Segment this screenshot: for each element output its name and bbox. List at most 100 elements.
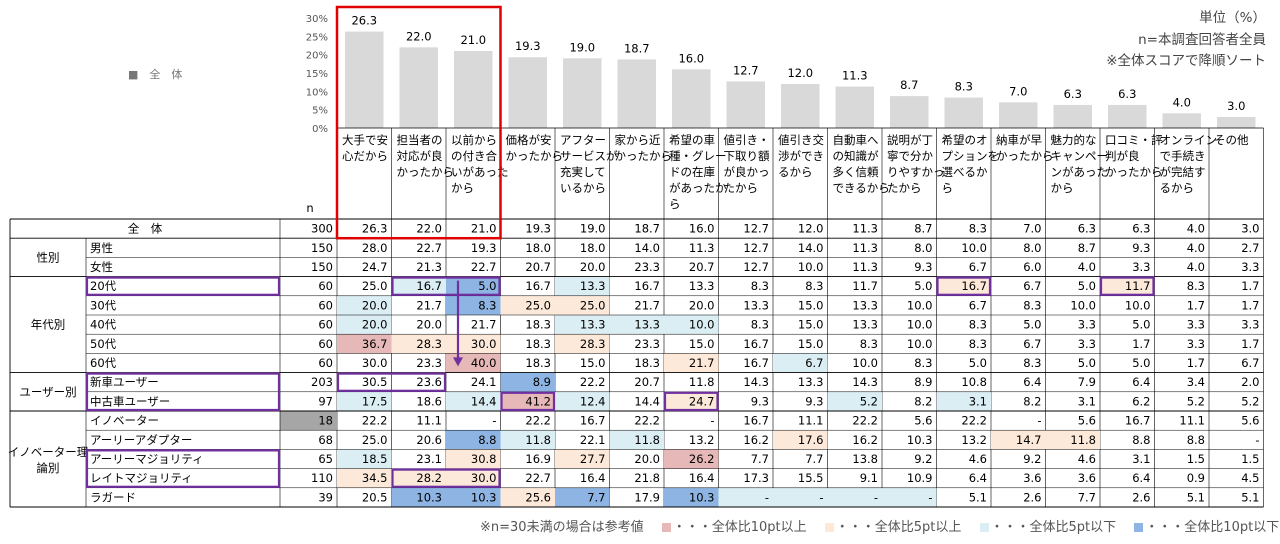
highlight-cell	[882, 487, 937, 507]
highlight-cell	[555, 487, 610, 507]
table-cell-value: 3.3	[1241, 318, 1259, 332]
bar-value-label: 19.0	[569, 40, 595, 54]
bar	[345, 31, 384, 128]
trend-arrow-head	[453, 357, 463, 367]
n-value: 300	[311, 222, 333, 236]
table-cell-value: 27.7	[580, 452, 606, 466]
table-cell-value: 9.3	[805, 394, 823, 408]
table-cell-value: 8.3	[969, 222, 987, 236]
table-cell-value: 13.3	[798, 375, 824, 389]
category-label: アフター	[560, 133, 606, 147]
bar-value-label: 12.7	[733, 63, 759, 77]
table-cell-value: 11.1	[416, 414, 442, 428]
table-cell-value: 5.2	[860, 394, 878, 408]
table-cell-value: 6.3	[1132, 222, 1150, 236]
row-label: イノベーター	[90, 414, 159, 428]
table-cell-value: 5.0	[1078, 356, 1096, 370]
highlight-cell	[773, 353, 828, 373]
table-cell-value: 40.0	[471, 356, 497, 370]
table-cell-value: 5.6	[1241, 414, 1259, 428]
category-label: 心だから	[342, 149, 388, 163]
legend-label-5pt-down: ・・・全体比5pt以下	[990, 520, 1117, 535]
table-cell-value: 5.0	[1023, 318, 1041, 332]
bar-value-label: 18.7	[624, 41, 650, 55]
bar-value-label: 4.0	[1173, 95, 1191, 109]
row-label: 女性	[90, 260, 113, 274]
table-cell-value: 20.7	[689, 260, 715, 274]
table-cell-value: 7.0	[1023, 222, 1041, 236]
table-cell-value: 21.7	[689, 356, 715, 370]
table-cell-value: 6.7	[805, 356, 823, 370]
category-label: かったから	[397, 165, 455, 179]
table-cell-value: 16.7	[961, 279, 987, 293]
table-cell-value: 16.7	[743, 414, 769, 428]
table-cell-value: 6.7	[969, 260, 987, 274]
table-cell-value: 24.1	[471, 375, 497, 389]
table-cell-value: 13.3	[852, 318, 878, 332]
highlight-cell	[773, 487, 828, 507]
table-cell-value: 18.0	[525, 241, 551, 255]
table-cell-value: 22.7	[471, 260, 497, 274]
table-cell-value: 3.1	[969, 394, 987, 408]
highlight-cell	[446, 334, 501, 354]
table-cell-value: 18.3	[525, 356, 551, 370]
n-value: 150	[311, 241, 333, 255]
table-cell-value: 15.0	[798, 298, 824, 312]
bar-value-label: 26.3	[351, 14, 377, 28]
table-cell-value: 20.0	[362, 318, 388, 332]
category-label: いがあった	[451, 165, 509, 179]
table-cell-value: 25.0	[580, 298, 606, 312]
table-cell-value: 14.3	[743, 375, 769, 389]
table-cell-value: 23.3	[634, 260, 660, 274]
table-cell-value: 9.2	[1023, 452, 1041, 466]
bar	[781, 84, 820, 128]
highlight-cell	[500, 430, 555, 450]
table-cell-value: 4.0	[1187, 241, 1205, 255]
table-cell-value: 3.1	[1078, 394, 1096, 408]
row-label: 30代	[90, 298, 117, 312]
category-label: かったから	[506, 149, 564, 163]
table-cell-value: 34.5	[362, 471, 388, 485]
table-cell-value: 10.0	[689, 318, 715, 332]
bar	[399, 47, 438, 129]
highlight-cell	[936, 391, 991, 411]
highlight-cell	[1045, 430, 1100, 450]
category-label: いるから	[560, 181, 606, 195]
bar	[563, 58, 602, 129]
bar	[672, 69, 711, 128]
highlight-cell	[500, 391, 555, 411]
table-cell-value: 19.3	[471, 241, 497, 255]
table-cell-value: 2.6	[1023, 490, 1041, 504]
table-cell-value: 20.0	[362, 298, 388, 312]
table-cell-value: 16.7	[634, 279, 660, 293]
table-cell-value: 5.0	[969, 356, 987, 370]
table-cell-value: 16.4	[580, 471, 606, 485]
n-value: 110	[311, 471, 333, 485]
table-cell-value: 4.6	[1078, 452, 1096, 466]
table-cell-value: 19.3	[525, 222, 551, 236]
table-cell-value: 5.0	[1078, 279, 1096, 293]
table-cell-value: 10.0	[907, 318, 933, 332]
highlight-cell	[391, 276, 446, 296]
table-cell-value: 18.0	[580, 241, 606, 255]
category-label: プションを	[942, 149, 1000, 163]
table-cell-value: -	[765, 490, 769, 504]
table-cell-value: 17.3	[743, 471, 769, 485]
table-cell-value: 19.0	[580, 222, 606, 236]
category-label: 希望のオ	[942, 133, 988, 147]
table-cell-value: 3.3	[1187, 337, 1205, 351]
table-cell-value: 13.2	[961, 433, 987, 447]
table-cell-value: 18.3	[634, 356, 660, 370]
purple-box-user-type	[85, 372, 281, 412]
bar-value-label: 6.3	[1118, 87, 1136, 101]
category-label: 担当者の	[397, 133, 443, 147]
table-cell-value: 3.0	[1241, 222, 1259, 236]
n-value: 60	[318, 318, 333, 332]
table-cell-value: 11.8	[525, 433, 551, 447]
category-label: たから	[887, 181, 922, 195]
category-label: があったか	[669, 181, 727, 195]
table-cell-value: 6.7	[969, 298, 987, 312]
n-value: 60	[318, 337, 333, 351]
table-cell-value: 30.8	[471, 452, 497, 466]
table-cell-value: 5.0	[914, 279, 932, 293]
